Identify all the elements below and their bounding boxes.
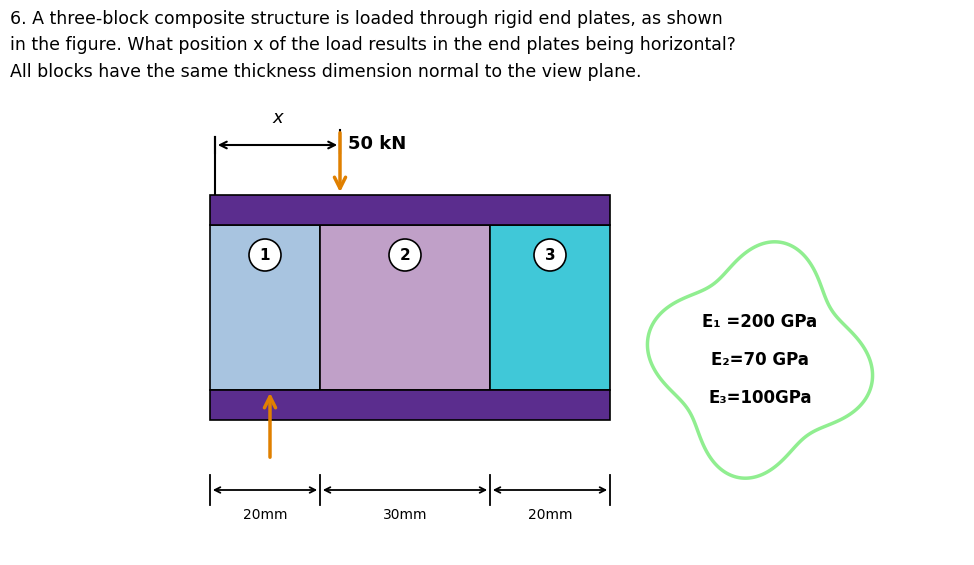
Text: x: x [272,109,282,127]
Polygon shape [648,242,873,478]
Text: 20mm: 20mm [243,508,287,522]
Text: 3: 3 [544,247,555,263]
Text: 6. A three-block composite structure is loaded through rigid end plates, as show: 6. A three-block composite structure is … [10,10,736,81]
Text: E₂=70 GPa: E₂=70 GPa [711,351,809,369]
Text: 30mm: 30mm [383,508,428,522]
Ellipse shape [249,239,281,271]
Text: E₃=100GPa: E₃=100GPa [708,389,811,407]
Bar [320,225,490,390]
Bar [210,195,610,225]
Text: E₁ =200 GPa: E₁ =200 GPa [702,313,817,331]
Bar [210,225,320,390]
Bar [210,390,610,420]
Text: 1: 1 [260,247,270,263]
Ellipse shape [534,239,566,271]
Bar [490,225,610,390]
Ellipse shape [389,239,421,271]
Text: 20mm: 20mm [528,508,573,522]
Text: 50 kN: 50 kN [348,135,406,153]
Text: 2: 2 [399,247,410,263]
